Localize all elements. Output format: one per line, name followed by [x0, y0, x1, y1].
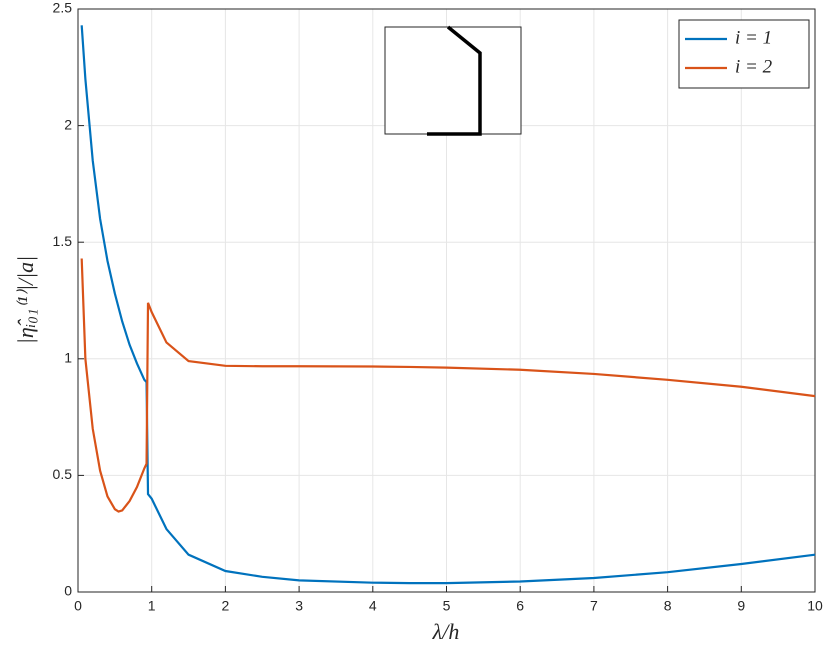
series-line	[80, 25, 816, 585]
legend: i = 1 i = 2	[678, 19, 810, 89]
y-tick-label: 0.5	[53, 466, 73, 482]
legend-label: i = 1	[735, 27, 772, 48]
axes-box	[77, 8, 816, 593]
y-tick-label: 1	[64, 350, 72, 366]
x-tick-label: 10	[807, 598, 823, 614]
legend-label: i = 2	[735, 56, 773, 77]
x-tick-label: 2	[222, 598, 230, 614]
x-axis-label: λ/h	[432, 619, 460, 644]
x-tick-label: 9	[737, 598, 745, 614]
y-tick-label: 2.5	[53, 0, 73, 16]
x-tick-label: 8	[664, 598, 672, 614]
y-tick-label: 1.5	[53, 233, 73, 249]
x-tick-label: 4	[369, 598, 377, 614]
legend-box	[678, 19, 810, 89]
inset-schematic	[384, 25, 522, 136]
series-line	[80, 258, 816, 513]
y-tick-label: 2	[64, 116, 72, 132]
x-tick-label: 6	[516, 598, 524, 614]
y-axis-label: |η̂ᵢ₀₁⁽¹⁾|/|a|	[13, 256, 38, 344]
x-tick-label: 3	[295, 598, 303, 614]
x-tick-label: 5	[443, 598, 451, 614]
x-tick-label: 1	[148, 598, 156, 614]
x-tick-label: 7	[590, 598, 598, 614]
x-tick-label: 0	[74, 598, 82, 614]
y-tick-label: 0	[64, 583, 72, 599]
plot-area: 0 1 2 3 4 5 6 7 8 9 10 0 0.5 1 1.5 2 2.5	[53, 0, 823, 614]
